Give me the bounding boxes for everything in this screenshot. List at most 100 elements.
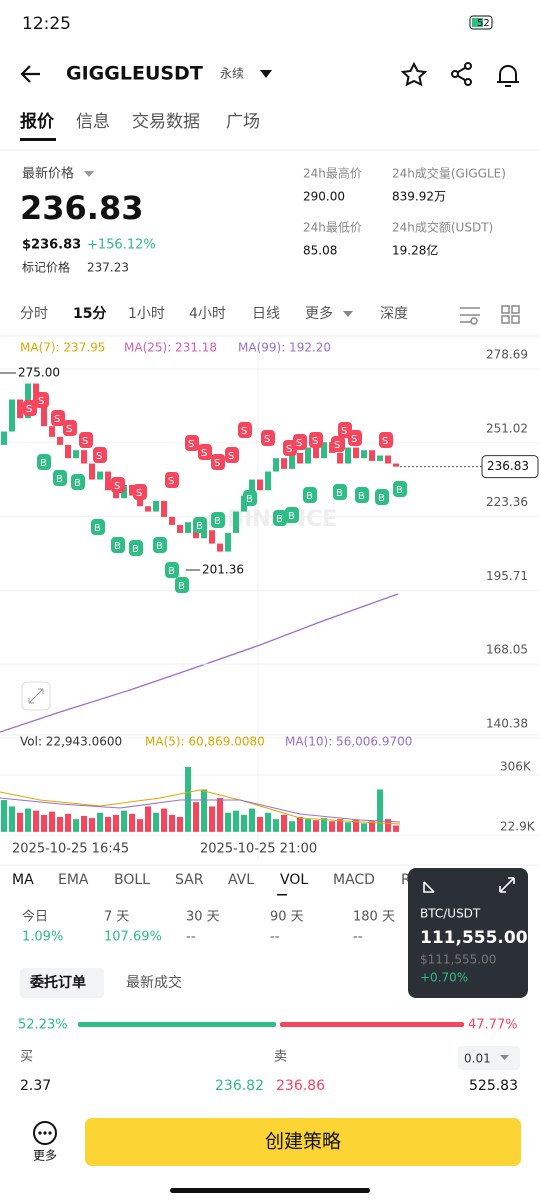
period-value: -- <box>353 930 363 945</box>
vol-legend: MA(5): 60,869.0080 <box>145 735 265 749</box>
candle <box>17 399 23 419</box>
order-tab[interactable]: 委托订单 <box>29 974 86 991</box>
indicator-tab[interactable]: BOLL <box>114 872 150 888</box>
buy-badge <box>71 474 85 490</box>
stat-label: 24h成交额(USDT) <box>392 220 493 235</box>
volume-bar <box>329 821 335 832</box>
candle <box>1 431 7 445</box>
favorite-icon[interactable] <box>400 61 428 87</box>
sell-ratio-bar <box>280 1022 464 1027</box>
stat-value: 85.08 <box>303 244 337 258</box>
volume-bar <box>169 814 175 832</box>
step-value: 0.01 <box>464 1052 491 1066</box>
popup-collapse[interactable] <box>423 881 435 893</box>
settings-icon[interactable] <box>460 307 480 325</box>
popup-expand[interactable] <box>499 877 515 893</box>
indicator-tab[interactable]: MACD <box>333 872 375 888</box>
candle <box>137 495 143 507</box>
tab[interactable]: 交易数据 <box>132 112 200 132</box>
stat-value: 839.92万 <box>392 190 446 204</box>
stat-label: 24h成交量(GIGGLE) <box>392 166 506 181</box>
volume-bar <box>233 810 239 832</box>
candle <box>9 399 15 432</box>
volume-bar <box>289 821 295 832</box>
buy-badge <box>175 577 189 593</box>
bid-qty: 2.37 <box>20 1078 51 1094</box>
candle <box>153 500 159 512</box>
candle <box>81 450 87 464</box>
buy-marker: B <box>156 541 163 552</box>
candle <box>145 506 151 512</box>
candle <box>369 450 375 461</box>
buy-marker: B <box>246 494 253 505</box>
high-label: 275.00 <box>18 366 60 380</box>
price-change: +156.12% <box>87 238 156 253</box>
interval-tab[interactable]: 4小时 <box>189 306 226 322</box>
price-tick-label: 195.71 <box>486 569 528 583</box>
action-label[interactable]: 创建策略 <box>265 1131 341 1153</box>
volume-bar <box>97 812 103 832</box>
sell-marker: S <box>201 448 207 459</box>
tab[interactable]: 信息 <box>76 112 110 132</box>
sell-marker: S <box>82 436 88 447</box>
candle <box>337 452 343 464</box>
share-icon[interactable] <box>451 62 472 86</box>
sell-badge <box>225 447 239 463</box>
volume-bar <box>337 819 343 832</box>
ticker-popup[interactable] <box>408 868 528 998</box>
candle <box>233 511 239 533</box>
price-tick-label: 251.02 <box>486 421 528 435</box>
volume-bar <box>153 812 159 832</box>
buy-marker: B <box>168 566 175 577</box>
sell-badge <box>35 392 49 408</box>
indicator-tab[interactable]: AVL <box>228 872 254 888</box>
volume-bar <box>377 789 383 832</box>
buy-marker: B <box>74 478 81 489</box>
candle <box>353 447 359 459</box>
layout-icon[interactable] <box>501 305 520 324</box>
back-icon[interactable] <box>20 65 40 83</box>
alert-icon[interactable] <box>497 65 519 87</box>
candle <box>273 458 279 472</box>
interval-tab[interactable]: 深度 <box>380 306 408 322</box>
sell-marker: S <box>351 434 357 445</box>
interval-tab[interactable]: 分时 <box>20 306 48 322</box>
interval-tab[interactable]: 更多 <box>305 305 333 322</box>
interval-tab[interactable]: 1小时 <box>128 306 165 322</box>
buy-badge <box>165 562 179 578</box>
volume-bar <box>25 808 31 832</box>
create-strategy-button[interactable] <box>85 1118 521 1166</box>
dropdown-icon[interactable] <box>260 70 272 78</box>
candle <box>169 516 175 525</box>
low-label: 201.36 <box>202 563 244 577</box>
order-tab-active[interactable] <box>20 968 104 998</box>
sell-marker: S <box>286 444 292 455</box>
period-value: -- <box>186 930 196 945</box>
order-tab[interactable]: 最新成交 <box>126 974 182 991</box>
contract-tag: 永续 <box>220 67 244 81</box>
watermark: ◆ BINANCE <box>203 507 338 532</box>
volume-bar <box>225 812 231 832</box>
interval-tab[interactable]: 日线 <box>252 306 280 322</box>
period-label: 90 天 <box>270 910 304 925</box>
more-icon[interactable] <box>33 1121 57 1145</box>
candle <box>73 450 79 459</box>
indicator-tab[interactable]: EMA <box>58 872 89 888</box>
indicator-tab[interactable]: SAR <box>175 872 204 888</box>
candle <box>129 484 135 496</box>
candle <box>97 471 103 480</box>
volume-bar <box>217 797 223 832</box>
buy-marker: B <box>196 521 203 532</box>
indicator-tab[interactable]: VOL <box>280 872 308 888</box>
candle <box>377 455 383 461</box>
buy-badge <box>153 537 167 553</box>
tab[interactable]: 报价 <box>20 111 55 132</box>
buy-marker: B <box>56 474 63 485</box>
interval-tab[interactable]: 15分 <box>73 306 106 322</box>
step-select[interactable] <box>458 1046 520 1070</box>
caret <box>84 171 94 177</box>
usd-price: $236.83 <box>22 238 81 253</box>
indicator-tab[interactable]: MA <box>12 872 34 888</box>
tab[interactable]: 广场 <box>226 112 260 132</box>
